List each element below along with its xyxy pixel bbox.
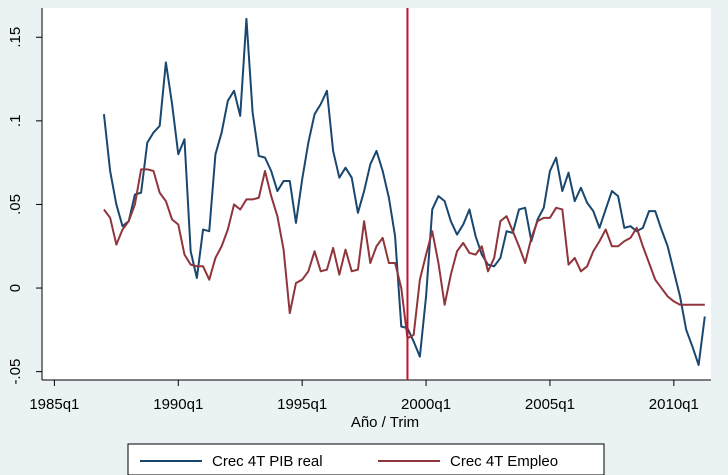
y-tick-label: -.05 [7, 359, 24, 385]
x-tick-label: 2005q1 [525, 396, 575, 413]
plot-area [42, 8, 711, 380]
x-tick-label: 2000q1 [401, 396, 451, 413]
x-tick-label: 1990q1 [153, 396, 203, 413]
y-tick-label: .15 [7, 27, 24, 48]
series-line [102, 17, 706, 366]
legend-label: Crec 4T Empleo [450, 453, 558, 470]
x-axis-title: Año / Trim [351, 414, 419, 431]
y-tick-label: .1 [7, 115, 24, 128]
legend-box [127, 443, 605, 475]
x-tick-label: 1985q1 [29, 396, 79, 413]
x-tick-label: 2010q1 [649, 396, 699, 413]
x-tick-label: 1995q1 [277, 396, 327, 413]
series-line [103, 168, 705, 340]
legend-label: Crec 4T PIB real [212, 453, 323, 470]
y-tick-label: .05 [7, 194, 24, 215]
y-tick-label: 0 [7, 284, 24, 292]
